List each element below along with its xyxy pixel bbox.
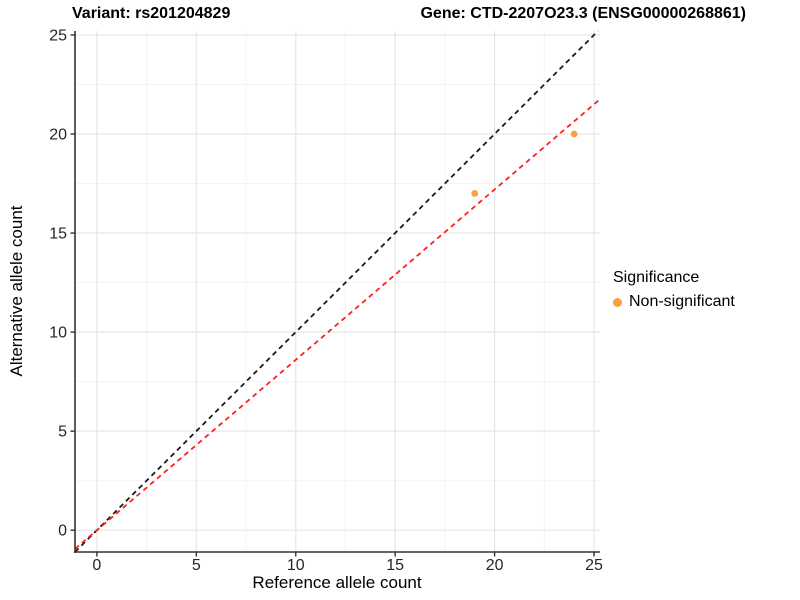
y-tick-label: 5 <box>58 424 67 441</box>
nonsignificant-point-icon <box>613 297 622 307</box>
x-tick-label: 0 <box>92 557 101 574</box>
y-tick-label: 25 <box>49 27 67 44</box>
x-tick-label: 10 <box>287 557 305 574</box>
x-tick-label: 5 <box>192 557 201 574</box>
legend-item-label: Non-significant <box>629 293 735 310</box>
legend-title: Significance <box>613 269 700 286</box>
x-tick-label: 15 <box>386 557 404 574</box>
variant-title: Variant: rs201204829 <box>72 5 231 22</box>
y-axis-title: Alternative allele count <box>7 205 26 377</box>
x-axis-title: Reference allele count <box>252 573 422 592</box>
data-point <box>471 190 479 197</box>
x-tick-label: 25 <box>585 557 603 574</box>
legend: Significance Non-significant <box>613 269 735 311</box>
y-tick-label: 0 <box>58 523 67 540</box>
gene-title: Gene: CTD-2207O23.3 (ENSG00000268861) <box>420 5 746 22</box>
x-tick-label: 20 <box>486 557 504 574</box>
legend-item: Non-significant <box>613 293 735 311</box>
y-tick-label: 20 <box>49 127 67 144</box>
expected-allelic-ratio-line <box>74 98 601 550</box>
identity-line <box>74 30 599 553</box>
y-tick-label: 15 <box>49 226 67 243</box>
data-point <box>570 130 578 138</box>
y-tick-label: 10 <box>49 325 67 342</box>
